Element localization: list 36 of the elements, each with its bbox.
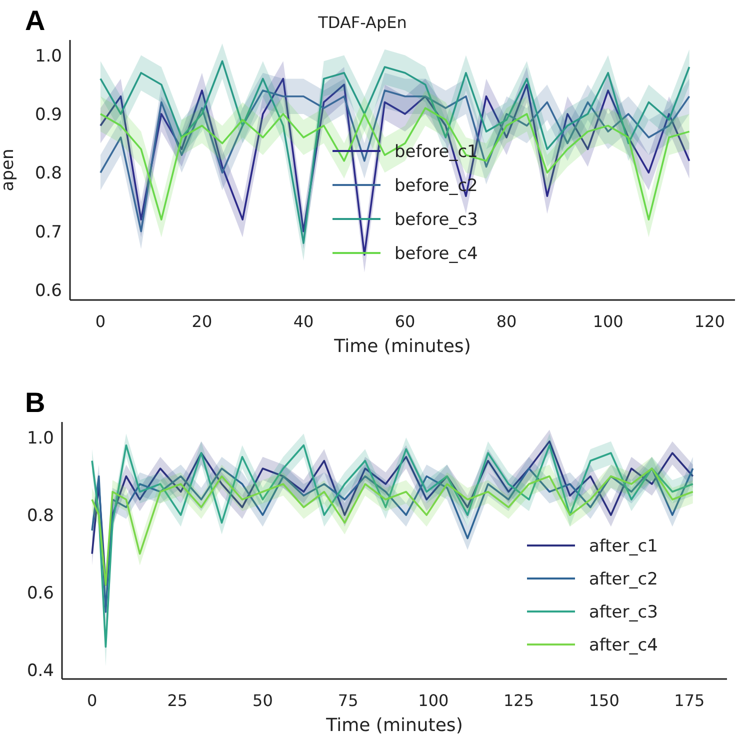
y-tick-label: 0.7 <box>34 222 62 242</box>
x-tick-label: 100 <box>592 312 624 331</box>
x-tick-label: 150 <box>588 691 620 710</box>
legend-label: after_c1 <box>589 536 658 556</box>
y-tick-label: 0.6 <box>34 281 62 302</box>
x-tick-label: 120 <box>694 312 725 331</box>
x-tick-label: 0 <box>86 691 98 710</box>
x-tick-label: 20 <box>192 312 212 331</box>
text: A <box>25 5 46 36</box>
text: B <box>25 387 46 418</box>
legend-label: after_c2 <box>589 570 658 590</box>
y-tick-label: 0.9 <box>34 104 62 125</box>
x-tick-label: 125 <box>503 691 534 710</box>
x-tick-label: 60 <box>394 312 416 331</box>
legend-label: after_c4 <box>589 636 658 656</box>
x-axis-title: Time (minutes) <box>333 336 471 357</box>
x-tick-label: 80 <box>496 312 517 331</box>
chart-title: TDAF-ApEn <box>317 13 407 32</box>
x-tick-label: 75 <box>338 691 358 710</box>
legend-label: after_c3 <box>589 602 658 622</box>
x-axis-title: Time (minutes) <box>325 715 463 736</box>
x-tick-label: 100 <box>418 691 449 710</box>
x-tick-label: 0 <box>95 312 106 331</box>
x-tick-label: 25 <box>167 691 188 710</box>
legend-label: before_c4 <box>394 244 478 264</box>
y-tick-label: 0.4 <box>26 661 54 682</box>
y-axis-title: apen <box>0 148 18 192</box>
x-tick-label: 175 <box>674 691 705 710</box>
y-tick-label: 0.8 <box>34 164 62 184</box>
y-tick-label: 1.0 <box>34 46 62 66</box>
y-tick-label: 1.0 <box>26 428 54 449</box>
x-tick-label: 40 <box>293 312 314 331</box>
y-tick-label: 0.8 <box>26 506 54 526</box>
x-tick-label: 50 <box>252 691 273 710</box>
legend-label: before_c3 <box>394 210 478 230</box>
y-tick-label: 0.6 <box>26 584 54 604</box>
